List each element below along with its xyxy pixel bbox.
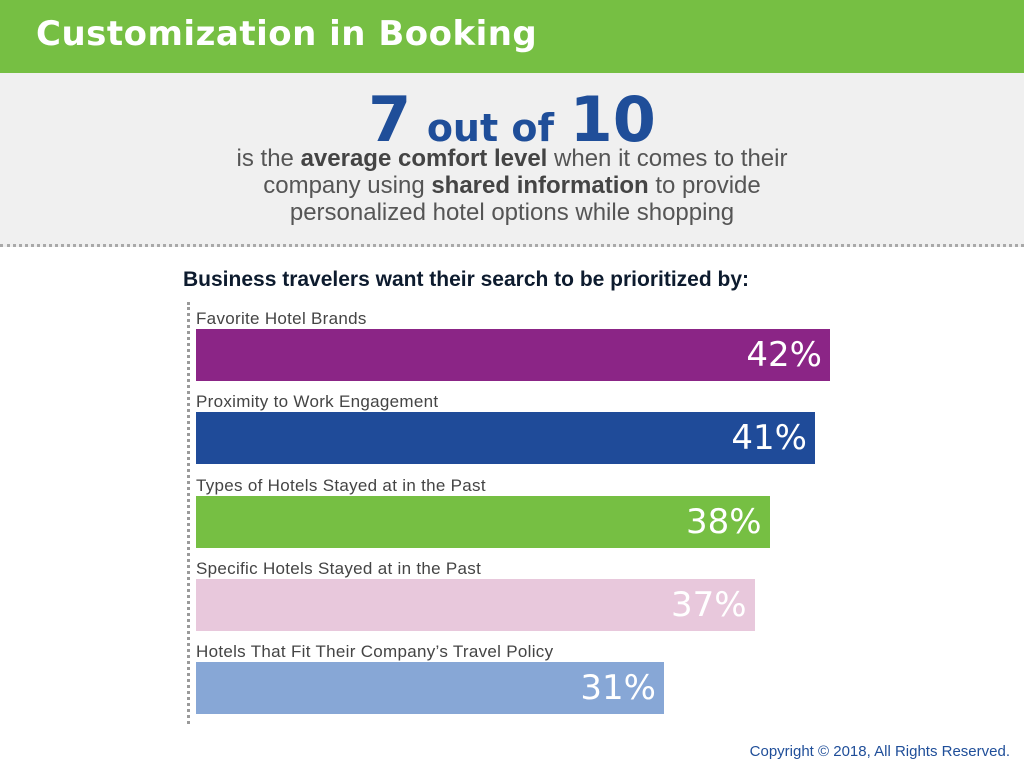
description-line-1: is the average comfort level when it com… xyxy=(236,145,788,172)
description-line-2: company using shared information to prov… xyxy=(263,172,761,199)
bar: 31% xyxy=(196,662,664,715)
emphasis-comfort: average comfort level xyxy=(300,145,548,172)
bar-value-label: 42% xyxy=(746,335,822,375)
bar: 38% xyxy=(196,495,770,548)
category-label: Proximity to Work Engagement xyxy=(196,392,439,412)
bar-value-label: 37% xyxy=(670,584,747,625)
bar: 42% xyxy=(196,329,830,381)
axis-line xyxy=(187,302,190,724)
stat-description: is the average comfort level when it com… xyxy=(112,145,912,226)
stat-denominator: 10 xyxy=(569,83,656,156)
stat-numerator: 7 xyxy=(368,83,412,156)
hero-panel: 7 out of 10 is the average comfort level… xyxy=(0,73,1024,247)
bar-value-label: 31% xyxy=(580,668,656,709)
category-label: Specific Hotels Stayed at in the Past xyxy=(196,558,482,578)
stat-connector: out of xyxy=(426,106,555,150)
category-label: Favorite Hotel Brands xyxy=(196,309,367,328)
category-label: Types of Hotels Stayed at in the Past xyxy=(196,475,486,495)
header-bar: Customization in Booking xyxy=(0,0,1024,73)
category-label: Hotels That Fit Their Company’s Travel P… xyxy=(196,642,554,662)
bar-value-label: 41% xyxy=(731,418,807,459)
copyright-text: Copyright © 2018, All Rights Reserved. xyxy=(749,743,1010,760)
page-title: Customization in Booking xyxy=(36,14,538,54)
headline-stat: 7 out of 10 xyxy=(0,83,1024,156)
emphasis-shared-info: shared information xyxy=(431,172,649,199)
bar-value-label: 38% xyxy=(686,501,762,542)
chart-title: Business travelers want their search to … xyxy=(183,268,750,291)
bar: 41% xyxy=(196,412,815,465)
description-line-3: personalized hotel options while shoppin… xyxy=(289,199,735,226)
bar: 37% xyxy=(196,578,755,631)
